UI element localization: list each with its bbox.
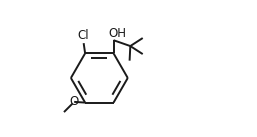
Text: Cl: Cl — [78, 29, 89, 42]
Text: O: O — [69, 95, 78, 108]
Text: OH: OH — [108, 26, 126, 39]
